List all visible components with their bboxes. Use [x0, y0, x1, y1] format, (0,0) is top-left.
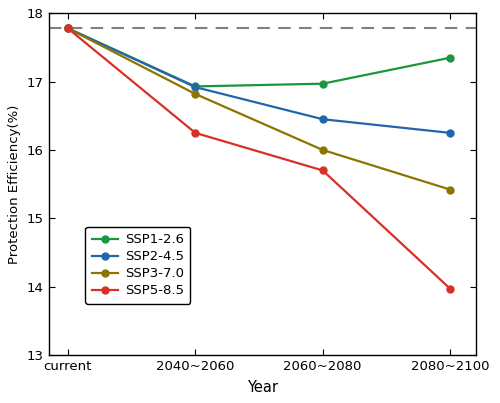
SSP2-4.5	[192, 85, 198, 89]
Line: SSP1-2.6: SSP1-2.6	[64, 25, 454, 90]
SSP1-2.6	[65, 26, 71, 31]
SSP3-7.0	[65, 26, 71, 31]
SSP3-7.0	[192, 91, 198, 96]
SSP5-8.5	[65, 26, 71, 31]
Line: SSP3-7.0: SSP3-7.0	[64, 25, 454, 193]
SSP3-7.0	[320, 147, 326, 152]
Y-axis label: Protection Efficiency(%): Protection Efficiency(%)	[8, 104, 22, 264]
SSP1-2.6	[320, 81, 326, 86]
SSP5-8.5	[320, 168, 326, 173]
Line: SSP2-4.5: SSP2-4.5	[64, 25, 454, 136]
SSP5-8.5	[447, 286, 453, 291]
SSP3-7.0	[447, 187, 453, 192]
X-axis label: Year: Year	[246, 380, 278, 395]
SSP1-2.6	[447, 55, 453, 60]
SSP5-8.5	[192, 131, 198, 135]
Legend: SSP1-2.6, SSP2-4.5, SSP3-7.0, SSP5-8.5: SSP1-2.6, SSP2-4.5, SSP3-7.0, SSP5-8.5	[85, 227, 190, 304]
SSP2-4.5	[447, 131, 453, 135]
Line: SSP5-8.5: SSP5-8.5	[64, 25, 454, 292]
SSP1-2.6	[192, 84, 198, 89]
SSP2-4.5	[320, 117, 326, 122]
SSP2-4.5	[65, 26, 71, 31]
